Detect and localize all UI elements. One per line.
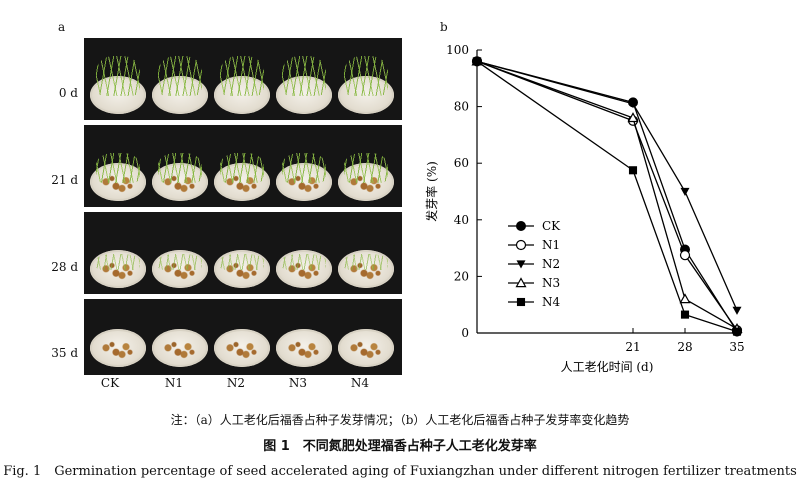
series-ck (472, 56, 742, 337)
series-line (476, 60, 738, 333)
figure-note: 注：（a）人工老化后福香占种子发芽情况；（b）人工老化后福香占种子发芽率变化趋势 (170, 413, 630, 427)
panel-b-label: b (440, 20, 448, 34)
legend-item-n2: N2 (508, 257, 560, 271)
legend-label: N4 (542, 295, 561, 309)
legend-marker (515, 277, 527, 288)
petri-dish (338, 153, 394, 201)
row-label-0d: 0 d (58, 86, 78, 100)
y-tick-label: 20 (454, 269, 469, 283)
treatment-label-n1: N1 (164, 376, 184, 390)
petri-dish (276, 329, 332, 367)
legend-label: N2 (542, 257, 560, 271)
figure-title-en: Fig. 1 Germination percentage of seed ac… (3, 464, 797, 479)
series-line (476, 60, 738, 330)
series-line (476, 60, 738, 331)
x-tick-label: 21 (625, 340, 640, 354)
data-point (680, 187, 690, 196)
petri-dish (276, 153, 332, 201)
y-tick-label: 80 (454, 100, 469, 114)
photo-row-21d (84, 125, 402, 207)
data-point (732, 327, 742, 336)
legend-marker (516, 221, 526, 231)
legend-marker (516, 260, 526, 269)
legend-item-n3: N3 (508, 276, 560, 290)
legend-item-ck: CK (508, 219, 561, 233)
legend-marker (515, 239, 527, 251)
petri-dish (276, 250, 332, 288)
petri-dish (152, 153, 208, 201)
data-point (732, 306, 742, 315)
legend-item-n1: N1 (508, 238, 560, 252)
photo-row-28d (84, 212, 402, 294)
y-tick-label: 40 (454, 213, 469, 227)
petri-dish (90, 56, 146, 114)
petri-dish (214, 329, 270, 367)
x-axis-label: 人工老化时间 (d) (561, 360, 654, 374)
petri-dish (338, 329, 394, 367)
legend-label: N3 (542, 276, 560, 290)
series-n4 (472, 57, 742, 336)
petri-dish (152, 250, 208, 288)
series-line (476, 60, 738, 332)
data-point (679, 293, 691, 304)
figure-title-cn: 图 1 不同氮肥处理福香占种子人工老化发芽率 (263, 439, 537, 454)
y-tick-label: 0 (461, 326, 469, 340)
data-point (472, 57, 482, 66)
row-label-21d: 21 d (51, 173, 78, 187)
petri-dish (90, 329, 146, 367)
photo-row-0d (84, 38, 402, 120)
data-point (627, 112, 639, 123)
petri-dish (338, 250, 394, 288)
treatment-label-ck: CK (100, 376, 120, 390)
series-n3 (471, 55, 743, 333)
photo-row-35d (84, 299, 402, 375)
petri-dish (214, 153, 270, 201)
treatment-label-n4: N4 (350, 376, 370, 390)
petri-dish (90, 153, 146, 201)
row-label-28d: 28 d (51, 260, 78, 274)
series-line (476, 60, 738, 311)
data-point (628, 100, 638, 109)
x-tick-label: 35 (729, 340, 744, 354)
series-n1 (471, 56, 743, 336)
y-axis-label: 发芽率 (%) (424, 161, 439, 222)
treatment-label-n3: N3 (288, 376, 308, 390)
data-point (628, 166, 638, 175)
petri-dish (214, 56, 270, 114)
row-label-35d: 35 d (51, 346, 78, 360)
legend-item-n4: N4 (508, 295, 561, 309)
legend-marker (516, 297, 526, 307)
y-tick-label: 100 (446, 43, 469, 57)
treatment-label-n2: N2 (226, 376, 246, 390)
petri-dish (338, 56, 394, 114)
petri-dish (152, 329, 208, 367)
x-tick-label: 28 (677, 340, 692, 354)
petri-dish (90, 250, 146, 288)
data-point (680, 310, 690, 319)
germination-line-chart: 0 20 40 60 80 100 21 28 35 人工老化时间 (d) 发芽率 (%) CK N1 N… (424, 43, 745, 374)
series-n2 (472, 57, 742, 315)
petri-dish (276, 56, 332, 114)
panel-a-label: a (58, 20, 66, 34)
legend-label: CK (542, 219, 561, 233)
y-tick-label: 60 (454, 156, 469, 170)
petri-dish (152, 56, 208, 114)
data-point (679, 250, 691, 261)
petri-dish (214, 250, 270, 288)
legend-label: N1 (542, 238, 560, 252)
